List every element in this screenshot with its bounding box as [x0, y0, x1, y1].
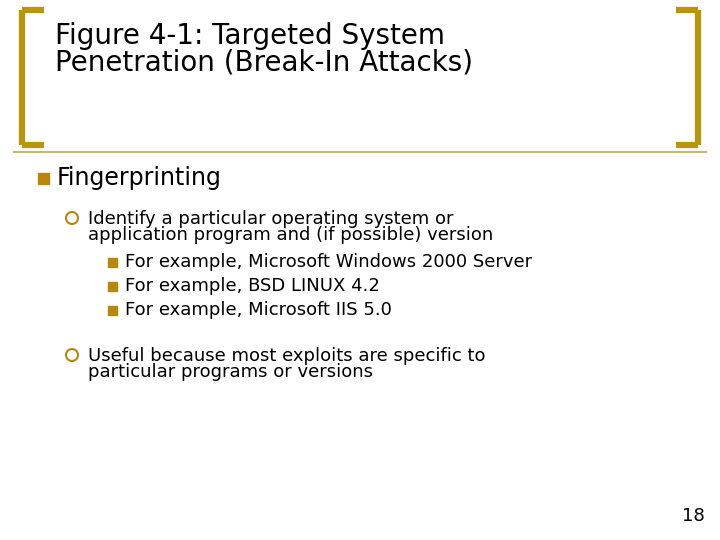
Text: Fingerprinting: Fingerprinting: [57, 166, 222, 190]
Text: For example, Microsoft Windows 2000 Server: For example, Microsoft Windows 2000 Serv…: [125, 253, 532, 271]
Text: Figure 4-1: Targeted System: Figure 4-1: Targeted System: [55, 22, 445, 50]
Text: For example, BSD LINUX 4.2: For example, BSD LINUX 4.2: [125, 277, 380, 295]
Bar: [108, 281, 117, 291]
Text: application program and (if possible) version: application program and (if possible) ve…: [88, 226, 493, 244]
Bar: [108, 306, 117, 314]
Bar: [108, 258, 117, 267]
Text: Useful because most exploits are specific to: Useful because most exploits are specifi…: [88, 347, 485, 365]
Text: Identify a particular operating system or: Identify a particular operating system o…: [88, 210, 454, 228]
Text: 18: 18: [683, 507, 705, 525]
Bar: [38, 172, 49, 184]
Text: For example, Microsoft IIS 5.0: For example, Microsoft IIS 5.0: [125, 301, 392, 319]
Text: particular programs or versions: particular programs or versions: [88, 363, 373, 381]
Text: Penetration (Break-In Attacks): Penetration (Break-In Attacks): [55, 48, 473, 76]
